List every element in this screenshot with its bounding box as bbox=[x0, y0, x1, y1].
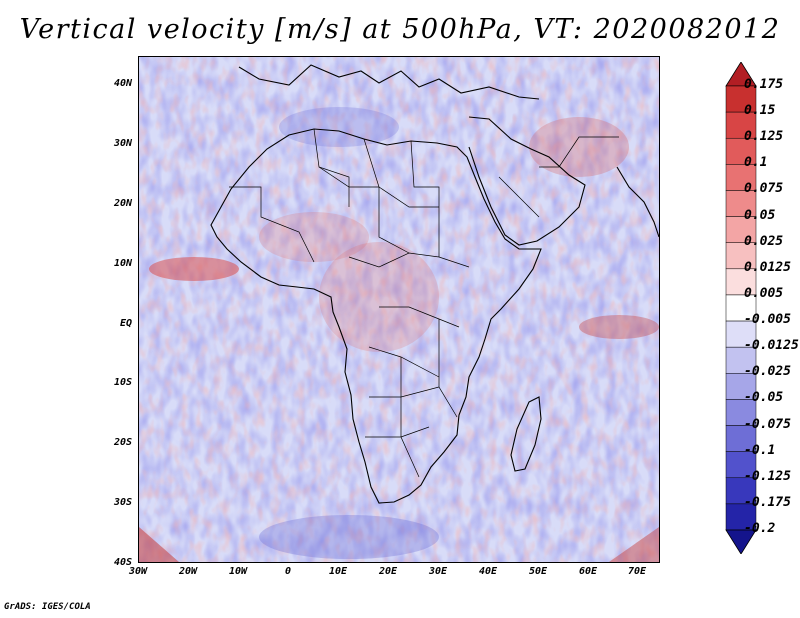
colorbar-label: 0.005 bbox=[744, 285, 784, 301]
colorbar-segment bbox=[725, 268, 757, 296]
x-tick-label: 20E bbox=[378, 566, 398, 577]
map-svg bbox=[139, 57, 659, 562]
colorbar-label: -0.025 bbox=[744, 364, 791, 380]
colorbar-label: -0.175 bbox=[744, 494, 791, 510]
x-tick-label: 30E bbox=[428, 566, 448, 577]
arabia-coastline bbox=[468, 116, 586, 246]
colorbar-label: -0.1 bbox=[744, 442, 776, 458]
colorbar-segment bbox=[725, 477, 757, 505]
colorbar-label: 0.15 bbox=[744, 103, 776, 119]
ascent-corner-southeast bbox=[609, 527, 659, 562]
colorbar-label: -0.2 bbox=[744, 521, 776, 536]
footer-credit: GrADS: IGES/COLA bbox=[4, 602, 91, 612]
red-noise-layer bbox=[139, 57, 659, 562]
x-tick-label: 50E bbox=[528, 566, 548, 577]
colorbar-label: 0.1 bbox=[744, 155, 768, 171]
x-tick-label: 0 bbox=[284, 566, 292, 577]
colorbar bbox=[725, 62, 757, 554]
chart-title: Vertical velocity [m/s] at 500hPa, VT: 2… bbox=[19, 14, 781, 45]
india-coastline bbox=[616, 166, 659, 238]
colorbar-label: -0.125 bbox=[744, 468, 791, 484]
descent-region-south bbox=[259, 515, 439, 559]
colorbar-segment bbox=[725, 137, 757, 165]
x-tick-label: 60E bbox=[578, 566, 598, 577]
x-tick-label: 70E bbox=[627, 566, 647, 577]
y-tick-label: 10N bbox=[113, 258, 132, 269]
colorbar-label: -0.0125 bbox=[744, 338, 799, 354]
europe-coastline bbox=[238, 64, 540, 100]
x-tick-label: 20W bbox=[178, 566, 198, 577]
colorbar-segment bbox=[725, 451, 757, 479]
ascent-region-iran bbox=[529, 117, 629, 177]
colorbar-label: 0.0125 bbox=[744, 259, 791, 275]
country-borders bbox=[229, 128, 619, 478]
x-tick-label: 30W bbox=[128, 566, 148, 577]
colorbar-label: 0.075 bbox=[744, 181, 784, 197]
map-panel[interactable] bbox=[138, 56, 660, 563]
colorbar-label: 0.175 bbox=[744, 77, 784, 92]
colorbar-label: -0.05 bbox=[744, 390, 784, 406]
y-tick-label: 20S bbox=[113, 437, 132, 448]
y-tick-label: 30N bbox=[113, 138, 132, 149]
x-tick-label: 10W bbox=[228, 566, 248, 577]
colorbar-segment bbox=[725, 399, 757, 426]
colorbar-segment bbox=[725, 503, 757, 531]
colorbar-label: 0.125 bbox=[744, 129, 784, 145]
ascent-region-central-africa bbox=[319, 242, 439, 352]
colorbar-bottom-arrow bbox=[725, 529, 757, 554]
colorbar-segment bbox=[725, 346, 757, 374]
y-tick-label: 20N bbox=[113, 198, 132, 209]
colorbar-label: 0.05 bbox=[744, 207, 776, 223]
y-tick-label: EQ bbox=[119, 318, 132, 329]
ascent-region-sahel bbox=[259, 212, 369, 262]
colorbar-segment bbox=[725, 164, 757, 191]
y-tick-label: 40N bbox=[113, 78, 132, 89]
colorbar-label: -0.005 bbox=[744, 312, 791, 328]
y-tick-label: 10S bbox=[113, 377, 132, 388]
colorbar-segment bbox=[725, 425, 757, 452]
colorbar-segment bbox=[725, 111, 757, 139]
x-tick-label: 10E bbox=[328, 566, 348, 577]
descent-region-mediterranean bbox=[279, 107, 399, 147]
strong-ascent-patch bbox=[149, 257, 239, 281]
colorbar-segment bbox=[725, 373, 757, 400]
colorbar-segment bbox=[725, 294, 757, 322]
y-tick-label: 40S bbox=[113, 557, 132, 568]
colorbar-label: 0.025 bbox=[744, 233, 784, 249]
colorbar-label: -0.075 bbox=[744, 416, 791, 432]
colorbar-segment bbox=[725, 320, 757, 348]
ascent-corner-southwest bbox=[139, 527, 179, 562]
ascent-patch-indian-ocean bbox=[579, 315, 659, 339]
x-tick-label: 40E bbox=[478, 566, 498, 577]
colorbar-segment bbox=[725, 216, 757, 243]
madagascar-coastline bbox=[510, 396, 542, 472]
africa-coastline bbox=[210, 128, 542, 504]
y-tick-label: 30S bbox=[113, 497, 132, 508]
